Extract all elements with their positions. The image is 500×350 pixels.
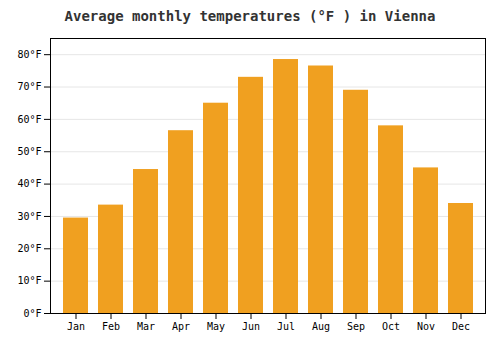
- svg-text:Jul: Jul: [277, 321, 295, 332]
- svg-text:Nov: Nov: [417, 321, 435, 332]
- svg-text:Sep: Sep: [347, 321, 365, 332]
- svg-text:Aug: Aug: [312, 321, 330, 332]
- svg-text:20°F: 20°F: [17, 243, 41, 254]
- svg-text:Feb: Feb: [102, 321, 120, 332]
- svg-text:Oct: Oct: [382, 321, 400, 332]
- svg-text:Dec: Dec: [452, 321, 470, 332]
- svg-text:Jun: Jun: [242, 321, 260, 332]
- svg-text:60°F: 60°F: [17, 114, 41, 125]
- svg-text:Apr: Apr: [172, 321, 190, 332]
- svg-text:50°F: 50°F: [17, 146, 41, 157]
- svg-text:40°F: 40°F: [17, 178, 41, 189]
- svg-text:30°F: 30°F: [17, 211, 41, 222]
- svg-text:Mar: Mar: [137, 321, 155, 332]
- html-text:Average monthly temperatures (: Average monthly temperatures (°F ) in Vi…: [64, 8, 436, 24]
- svg-text:80°F: 80°F: [17, 49, 41, 60]
- svg-text:May: May: [207, 321, 225, 332]
- svg-text:70°F: 70°F: [17, 81, 41, 92]
- svg-text:10°F: 10°F: [17, 275, 41, 286]
- svg-text:Jan: Jan: [67, 321, 85, 332]
- svg-text:0°F: 0°F: [23, 308, 41, 319]
